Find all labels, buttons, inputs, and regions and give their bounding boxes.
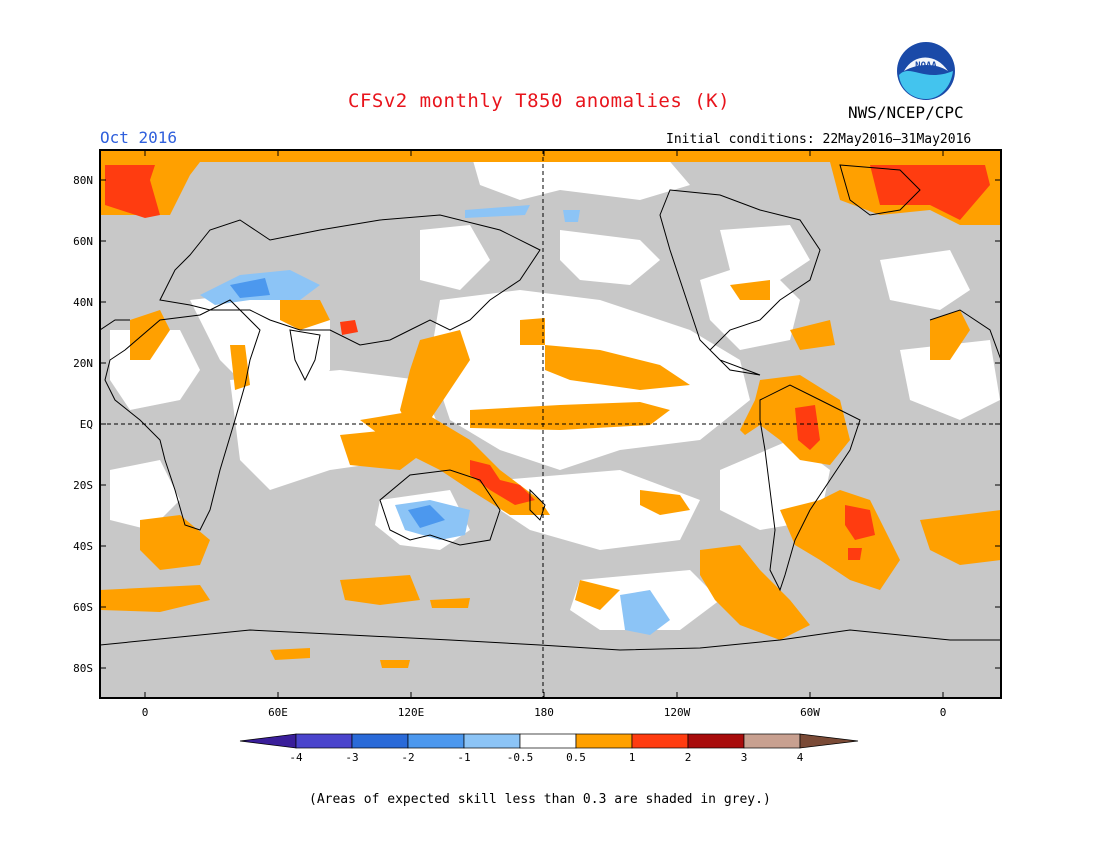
noaa-logo: NOAA: [897, 42, 955, 100]
colorbar-label: -0.5: [507, 751, 534, 764]
latitude-axis: 80N 60N 40N 20N EQ 20S 40S 60S 80S: [73, 174, 1001, 675]
lon-label: 120E: [398, 706, 425, 719]
lon-label: 60E: [268, 706, 288, 719]
colorbar-swatch: [519, 733, 577, 749]
colorbar: -4 -3 -2 -1 -0.5 0.5 1 2 3 4: [239, 733, 859, 764]
colorbar-swatch: [351, 733, 409, 749]
lon-label: 0: [940, 706, 947, 719]
colorbar-arrow-low: [239, 733, 297, 749]
colorbar-label: -3: [345, 751, 358, 764]
warm-anomaly-1-2: [105, 165, 990, 560]
cool-anomaly-moderate: [230, 278, 445, 528]
colorbar-swatch: [407, 733, 465, 749]
lat-label: 20S: [73, 479, 93, 492]
initial-conditions-label: Initial conditions: 22May2016–31May2016: [666, 132, 972, 147]
valid-month-label: Oct 2016: [100, 128, 178, 147]
lat-label: 80N: [73, 174, 93, 187]
colorbar-label: -4: [289, 751, 303, 764]
lat-label: 40S: [73, 540, 93, 553]
colorbar-swatch: [575, 733, 633, 749]
colorbar-swatch: [295, 733, 353, 749]
map-title: CFSv2 monthly T850 anomalies (K): [348, 90, 731, 112]
reference-lines: [100, 150, 1001, 698]
colorbar-label: 1: [629, 751, 636, 764]
agency-label: NWS/NCEP/CPC: [848, 103, 964, 122]
colorbar-label: 3: [741, 751, 748, 764]
lat-label: EQ: [80, 418, 93, 431]
lat-label: 20N: [73, 357, 93, 370]
lon-label: 180: [534, 706, 554, 719]
colorbar-arrow-high: [799, 733, 859, 749]
lon-label: 60W: [800, 706, 820, 719]
lat-label: 60S: [73, 601, 93, 614]
lat-label: 60N: [73, 235, 93, 248]
lat-label: 80S: [73, 662, 93, 675]
colorbar-swatch: [463, 733, 521, 749]
skill-note: (Areas of expected skill less than 0.3 a…: [309, 792, 771, 807]
colorbar-swatch: [743, 733, 801, 749]
colorbar-label: 4: [797, 751, 804, 764]
coastlines: [100, 164, 1001, 651]
colorbar-label: -1: [457, 751, 470, 764]
colorbar-swatch: [631, 733, 689, 749]
colorbar-swatch: [687, 733, 745, 749]
colorbar-label: -2: [401, 751, 414, 764]
colorbar-label: 0.5: [566, 751, 586, 764]
colorbar-label: 2: [685, 751, 692, 764]
lat-label: 40N: [73, 296, 93, 309]
longitude-axis: 0 60E 120E 180 120W 60W 0: [142, 150, 947, 719]
lon-label: 0: [142, 706, 149, 719]
lon-label: 120W: [664, 706, 691, 719]
logo-text: NOAA: [915, 61, 937, 71]
